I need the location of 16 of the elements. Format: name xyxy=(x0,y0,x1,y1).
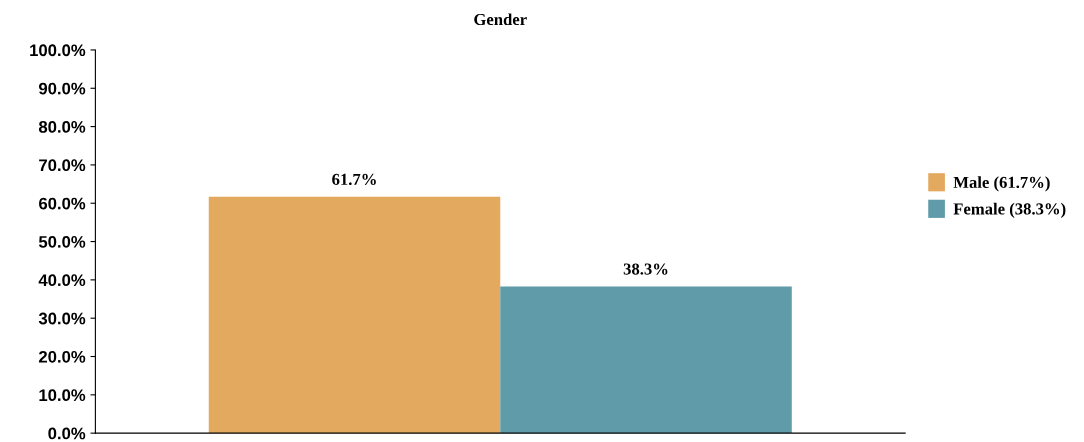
y-tick-label: 100.0% xyxy=(30,44,86,57)
y-tick-label: 0.0% xyxy=(48,427,86,440)
y-tick-label: 20.0% xyxy=(38,350,86,363)
y-tick-label: 90.0% xyxy=(38,82,86,95)
y-tick-label: 50.0% xyxy=(38,235,86,248)
legend-label: Male (61.7%) xyxy=(953,176,1050,192)
y-tick-label: 30.0% xyxy=(38,312,86,325)
chart-title: Gender xyxy=(474,13,527,26)
y-tick-label: 40.0% xyxy=(38,274,86,287)
y-tick-label: 60.0% xyxy=(39,197,86,210)
y-tick-label: 70.0% xyxy=(39,159,86,172)
data-label: 38.3% xyxy=(623,263,668,275)
legend-label: Female (38.3%) xyxy=(953,202,1066,218)
y-tick-label: 80.0% xyxy=(38,120,86,133)
y-tick-label: 10.0% xyxy=(39,389,86,402)
data-label: 61.7% xyxy=(332,173,376,186)
